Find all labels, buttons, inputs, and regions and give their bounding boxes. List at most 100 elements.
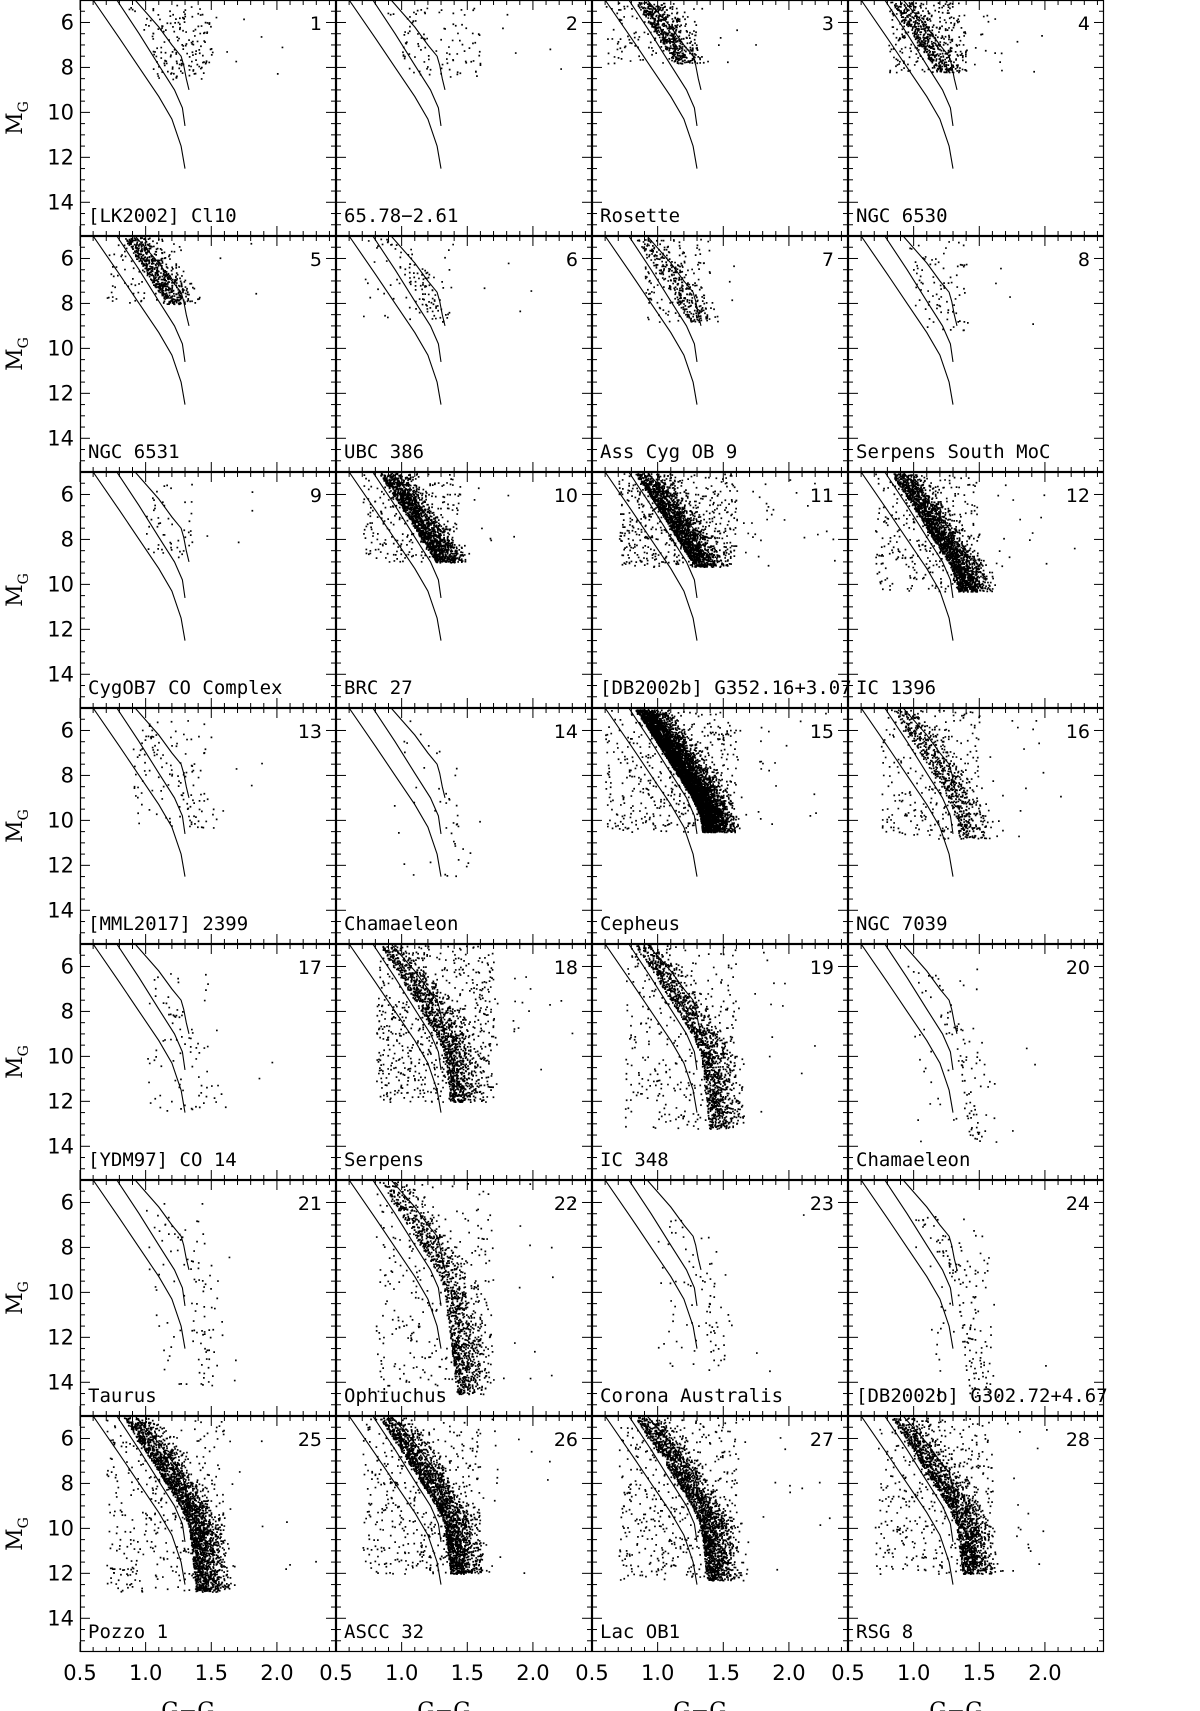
y-tick-label: 6 (61, 1190, 74, 1214)
y-axis-title-sub: G (16, 1517, 32, 1528)
panel-number: 24 (1066, 1193, 1090, 1215)
panel-ticks (847, 943, 1104, 1180)
panel-ticks (591, 707, 848, 944)
panel-ticks (79, 1179, 336, 1416)
y-tick-label: 8 (61, 55, 74, 79)
reference-curve-2 (884, 944, 954, 1070)
panel-frame (847, 707, 1105, 945)
y-tick-label: 8 (61, 1235, 74, 1259)
panel-name: [YDM97] CO 14 (88, 1149, 237, 1171)
panel-frame (847, 0, 1105, 237)
y-tick-label: 14 (47, 662, 74, 686)
reference-curve-3 (646, 944, 702, 1035)
x-tick-label: 1.0 (385, 1661, 418, 1685)
panel-name: Pozzo 1 (88, 1621, 168, 1643)
x-tick-label: 1.5 (451, 1661, 484, 1685)
y-tick-label: 10 (47, 1516, 74, 1540)
panel-9: CygOB7 CO Complex 9 6 8 10 12 14 MG (3, 471, 337, 709)
panel-number: 26 (554, 1429, 578, 1451)
panel-name: NGC 7039 (856, 913, 948, 935)
panel-name: Corona Australis (600, 1385, 783, 1407)
panel-name: Taurus (88, 1385, 157, 1407)
reference-curve-2 (372, 472, 442, 598)
reference-curve-2 (372, 1180, 442, 1306)
y-axis-title-main: M (3, 1056, 28, 1079)
y-axis-title: MG (3, 1045, 32, 1079)
panel-frame (79, 943, 337, 1181)
y-tick-label: 14 (47, 1606, 74, 1630)
reference-curve-3 (134, 472, 190, 563)
y-tick-label: 12 (47, 1561, 74, 1585)
y-axis-title: MG (3, 809, 32, 843)
x-tick-label: 1.0 (641, 1661, 674, 1685)
panel-name: CygOB7 CO Complex (88, 677, 282, 699)
panel-name: Rosette (600, 205, 680, 227)
panel-ticks (335, 707, 592, 944)
x-axis-title-main: G−G (417, 1699, 471, 1711)
panel-frame (847, 1179, 1105, 1417)
panel-ticks (79, 235, 336, 472)
y-tick-label: 6 (61, 246, 74, 270)
reference-curve-3 (134, 1180, 190, 1271)
reference-curve-3 (134, 0, 190, 91)
panel-16: NGC 7039 16 (847, 707, 1105, 945)
x-axis-title-main: G−G (929, 1699, 983, 1711)
panel-frame (847, 943, 1105, 1181)
panel-number: 21 (298, 1193, 322, 1215)
panel-frame (335, 1415, 593, 1653)
panel-22: Ophiuchus 22 (335, 1179, 593, 1417)
scatter-points (880, 709, 1062, 840)
y-tick-label: 14 (47, 1134, 74, 1158)
panel-number: 18 (554, 957, 578, 979)
reference-curves (604, 944, 702, 1113)
panel-frame (335, 1179, 593, 1417)
panel-name: Chamaeleon (344, 913, 458, 935)
reference-curve-3 (646, 1180, 702, 1271)
y-tick-label: 10 (47, 1280, 74, 1304)
panel-number: 6 (566, 249, 578, 271)
panel-frame (847, 471, 1105, 709)
panel-ticks (335, 235, 592, 472)
panel-21: Taurus 21 6 8 10 12 14 MG (3, 1179, 337, 1417)
panel-ticks (847, 1415, 1104, 1652)
x-tick-label: 0.5 (831, 1661, 864, 1685)
x-tick-label: 2.0 (772, 1661, 805, 1685)
y-axis-title-sub: G (16, 809, 32, 820)
reference-curve-3 (134, 708, 190, 799)
panel-frame (591, 0, 849, 237)
panel-frame (591, 1179, 849, 1417)
panel-number: 12 (1066, 485, 1090, 507)
panel-19: IC 348 19 (591, 943, 849, 1181)
reference-curve-2 (628, 944, 698, 1070)
panel-frame (335, 707, 593, 945)
reference-curves (860, 944, 958, 1113)
panel-ticks (591, 1179, 848, 1416)
reference-curves (348, 708, 446, 877)
panel-name: BRC 27 (344, 677, 413, 699)
panel-frame (335, 943, 593, 1181)
reference-curve-1 (92, 472, 186, 641)
panel-name: IC 1396 (856, 677, 936, 699)
panel-grid: [LK2002] Cl10168101214MG65.78−2.612Roset… (3, 0, 1108, 1711)
reference-curve-2 (884, 0, 954, 126)
panel-frame (591, 707, 849, 945)
reference-curve-2 (628, 1180, 698, 1306)
reference-curve-3 (902, 236, 958, 327)
reference-curve-1 (860, 0, 954, 169)
scatter-points (907, 965, 1036, 1143)
y-tick-label: 10 (47, 808, 74, 832)
scatter-points (375, 1181, 574, 1396)
reference-curve-1 (348, 1180, 442, 1349)
panel-number: 23 (810, 1193, 834, 1215)
panel-frame (591, 1415, 849, 1653)
y-tick-label: 12 (47, 853, 74, 877)
scatter-points (106, 1417, 317, 1593)
panel-name: Ass Cyg OB 9 (600, 441, 737, 463)
reference-curve-2 (372, 944, 442, 1070)
y-tick-label: 12 (47, 1089, 74, 1113)
x-axis-title-main: G−G (161, 1699, 215, 1711)
y-tick-label: 6 (61, 718, 74, 742)
scatter-points (605, 709, 827, 834)
panel-ticks (79, 707, 336, 944)
